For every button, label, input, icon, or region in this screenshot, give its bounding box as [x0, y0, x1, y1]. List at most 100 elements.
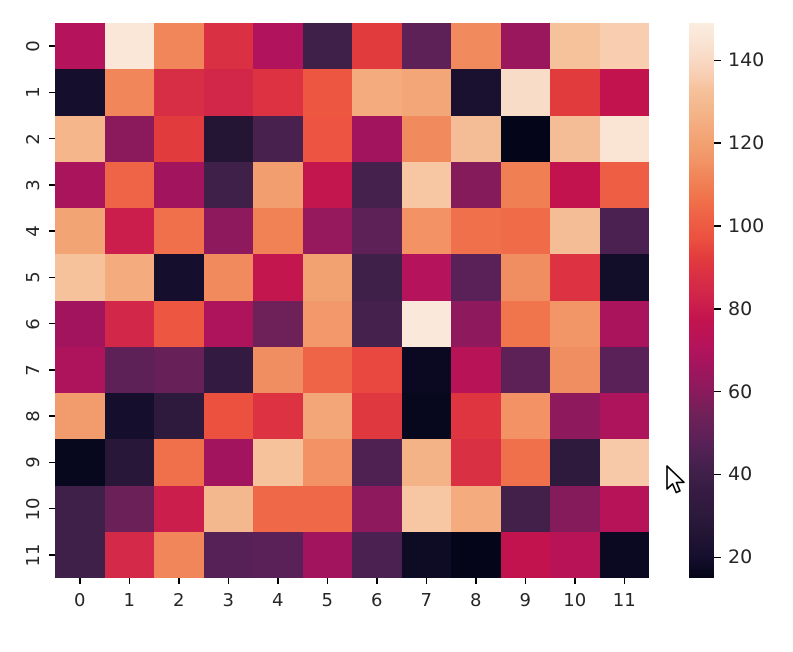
heatmap-cell [203, 115, 253, 162]
heatmap-cell [253, 208, 303, 255]
heatmap-cell [302, 69, 352, 116]
heatmap-cell [550, 69, 600, 116]
heatmap-cell [550, 23, 600, 70]
colorbar-tick-mark [714, 556, 721, 559]
colorbar [689, 23, 714, 578]
heatmap-cell [401, 300, 451, 347]
heatmap-cell [401, 208, 451, 255]
heatmap-cell [599, 300, 649, 347]
heatmap-cell [104, 115, 154, 162]
heatmap-cell [451, 115, 501, 162]
colorbar-tick-label: 60 [728, 380, 753, 403]
heatmap-cell [104, 161, 154, 208]
heatmap-cell [599, 485, 649, 532]
heatmap-cell [500, 439, 550, 486]
heatmap-cell [401, 531, 451, 578]
heatmap-cell [253, 485, 303, 532]
heatmap-grid [55, 23, 649, 578]
heatmap-cell [203, 161, 253, 208]
heatmap-cell [550, 531, 600, 578]
colorbar-tick-mark [714, 59, 721, 62]
y-tick-label: 9 [23, 456, 44, 469]
heatmap-cell [500, 69, 550, 116]
heatmap-cell [352, 439, 402, 486]
y-tick-label: 4 [23, 225, 44, 237]
heatmap-cell [500, 531, 550, 578]
heatmap-cell [55, 115, 105, 162]
x-tick-mark [574, 578, 576, 584]
colorbar-tick-label: 140 [728, 49, 765, 72]
heatmap-cell [451, 161, 501, 208]
heatmap-cell [550, 115, 600, 162]
heatmap-cell [154, 161, 204, 208]
heatmap-cell [203, 531, 253, 578]
heatmap-cell [500, 161, 550, 208]
heatmap-cell [104, 439, 154, 486]
heatmap-cell [401, 254, 451, 301]
heatmap-cell [401, 393, 451, 440]
y-tick-mark [49, 276, 55, 279]
heatmap-cell [302, 208, 352, 255]
heatmap-cell [302, 115, 352, 162]
heatmap-cell [599, 393, 649, 440]
heatmap-cell [451, 69, 501, 116]
heatmap-cell [352, 531, 402, 578]
heatmap-cell [550, 300, 600, 347]
heatmap-cell [302, 393, 352, 440]
y-tick-mark [49, 137, 55, 140]
heatmap-cell [550, 439, 600, 486]
heatmap-cell [599, 208, 649, 255]
heatmap-cell [500, 115, 550, 162]
heatmap-cell [302, 161, 352, 208]
y-tick-label: 5 [23, 271, 44, 284]
heatmap-cell [302, 346, 352, 393]
colorbar-tick-label: 100 [728, 214, 765, 237]
heatmap-cell [253, 23, 303, 70]
heatmap-cell [302, 23, 352, 70]
heatmap-cell [55, 208, 105, 255]
heatmap-cell [352, 254, 402, 301]
heatmap-cell [500, 300, 550, 347]
heatmap-cell [302, 254, 352, 301]
heatmap-cell [104, 531, 154, 578]
heatmap-cell [451, 439, 501, 486]
heatmap-cell [203, 208, 253, 255]
y-tick-label: 8 [23, 410, 44, 422]
y-tick-label: 11 [23, 543, 44, 567]
heatmap-cell [104, 346, 154, 393]
heatmap-cell [55, 300, 105, 347]
heatmap-cell [352, 485, 402, 532]
heatmap-cell [154, 69, 204, 116]
heatmap-cell [154, 208, 204, 255]
heatmap-cell [352, 346, 402, 393]
heatmap-cell [352, 69, 402, 116]
x-tick-mark [227, 578, 229, 584]
heatmap-cell [401, 161, 451, 208]
heatmap-cell [203, 69, 253, 116]
y-tick-label: 10 [23, 497, 44, 521]
heatmap-cell [253, 531, 303, 578]
heatmap-cell [550, 254, 600, 301]
heatmap-cell [352, 393, 402, 440]
x-tick-mark [475, 578, 477, 584]
heatmap-cell [550, 485, 600, 532]
heatmap-cell [500, 254, 550, 301]
heatmap-cell [253, 439, 303, 486]
heatmap-cell [203, 254, 253, 301]
heatmap-cell [599, 69, 649, 116]
heatmap-cell [154, 393, 204, 440]
heatmap-cell [55, 23, 105, 70]
heatmap-cell [550, 393, 600, 440]
heatmap-cell [302, 531, 352, 578]
colorbar-tick-mark [714, 308, 721, 310]
heatmap-cell [55, 346, 105, 393]
y-tick-mark [49, 45, 55, 47]
x-tick-label: 11 [612, 590, 636, 611]
heatmap-cell [203, 23, 253, 70]
heatmap-cell [55, 69, 105, 116]
heatmap-cell [203, 300, 253, 347]
x-tick-label: 1 [123, 590, 135, 611]
heatmap-cell [599, 254, 649, 301]
heatmap-cell [55, 439, 105, 486]
heatmap-cell [451, 300, 501, 347]
